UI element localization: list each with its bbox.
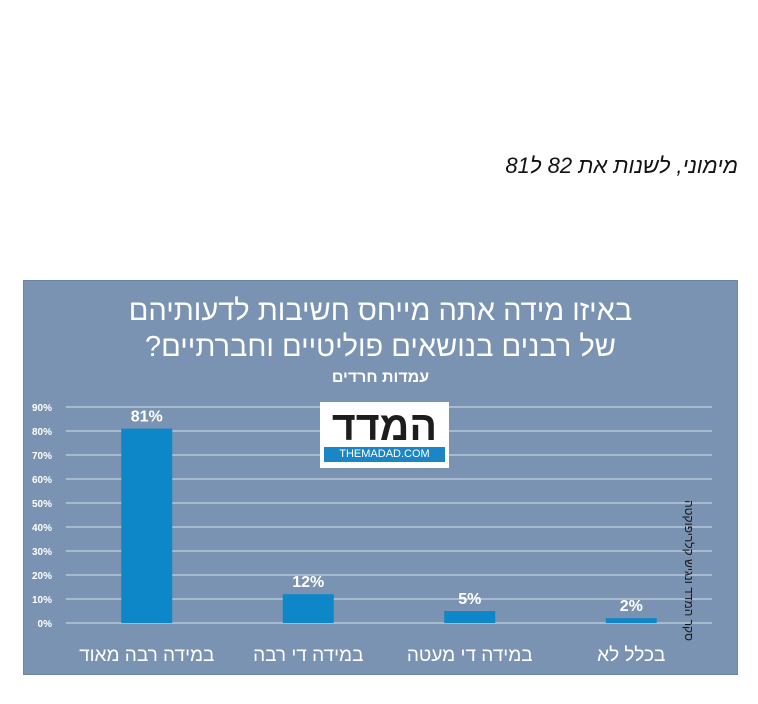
data-label: 12% [292, 574, 324, 591]
x-category-label: בכלל לא [597, 645, 665, 666]
page-caption: מימוני, לשנות את 82 ל81 [505, 153, 738, 178]
data-label: 2% [620, 598, 643, 615]
x-category-label: במידה רבה מאוד [79, 645, 214, 666]
chart-subtitle: עמדות חרדים [331, 369, 430, 386]
y-tick-label: 50% [32, 499, 52, 510]
data-label: 81% [131, 409, 163, 426]
y-tick-label: 60% [32, 475, 52, 486]
y-tick-label: 30% [32, 547, 52, 558]
y-tick-label: 40% [32, 523, 52, 534]
chart-panel: באיזו מידה אתה מייחס חשיבות לדעותיהם של … [23, 280, 738, 675]
y-tick-label: 80% [32, 427, 52, 438]
source-note: סקר המדד ונגיש קלריפוקטה [682, 500, 696, 641]
logo-word: המדד [331, 403, 438, 449]
x-category-label: במידה די רבה [253, 645, 363, 666]
x-category-label: במידה די מעטה [407, 645, 533, 666]
y-tick-label: 0% [38, 619, 53, 630]
madad-logo: המדד THEMADAD.COM [320, 402, 449, 468]
y-tick-label: 90% [32, 403, 52, 414]
bar [444, 611, 496, 623]
y-tick-label: 70% [32, 451, 52, 462]
bar [121, 428, 173, 623]
chart-title-line-2: של רבנים בנושאים פוליטיים וחברתיים? [145, 331, 616, 363]
logo-url: THEMADAD.COM [324, 447, 445, 462]
bar [605, 618, 657, 623]
bar-plot: 0% 10% 20% 30% 40% 50% 60% 70% 80% 90% 81% במידה רב… [32, 403, 712, 666]
y-tick-label: 10% [32, 595, 52, 606]
data-label: 5% [458, 591, 481, 608]
bar [282, 594, 334, 623]
y-tick-label: 20% [32, 571, 52, 582]
chart-title-line-1: באיזו מידה אתה מייחס חשיבות לדעותיהם [128, 295, 633, 327]
